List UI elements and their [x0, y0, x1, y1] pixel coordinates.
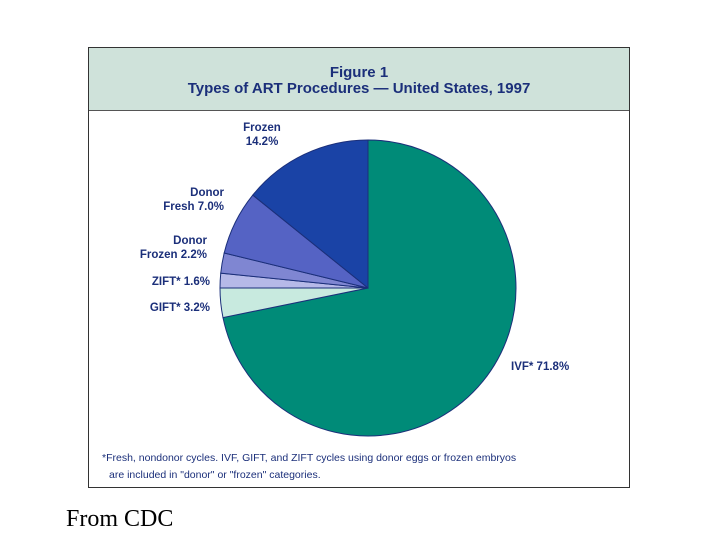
- figure-title: Types of ART Procedures — United States,…: [187, 80, 531, 97]
- figure-number: Figure 1: [329, 64, 389, 81]
- figure-header: Figure 1 Types of ART Procedures — Unite…: [89, 48, 629, 111]
- pie-label-frozen: Frozen 14.2%: [243, 122, 281, 148]
- pie-label-zift: ZIFT* 1.6%: [152, 276, 210, 288]
- source-caption: From CDC: [66, 506, 174, 532]
- footnote-line-2: are included in "donor" or "frozen" cate…: [109, 469, 321, 481]
- pie-label-donor-fresh: Donor Fresh 7.0%: [163, 187, 224, 213]
- footnote-line-1: *Fresh, nondonor cycles. IVF, GIFT, and …: [102, 452, 517, 464]
- pie-slice-ivf: [222, 139, 517, 437]
- pie-label-donor-frozen: Donor Frozen 2.2%: [140, 235, 208, 261]
- pie-slice-frozen: [252, 139, 369, 290]
- footnote: *Fresh, nondonor cycles. IVF, GIFT, and …: [102, 450, 622, 484]
- pie-label-ivf: IVF* 71.8%: [511, 361, 569, 373]
- pie-label-gift: GIFT* 3.2%: [150, 302, 210, 314]
